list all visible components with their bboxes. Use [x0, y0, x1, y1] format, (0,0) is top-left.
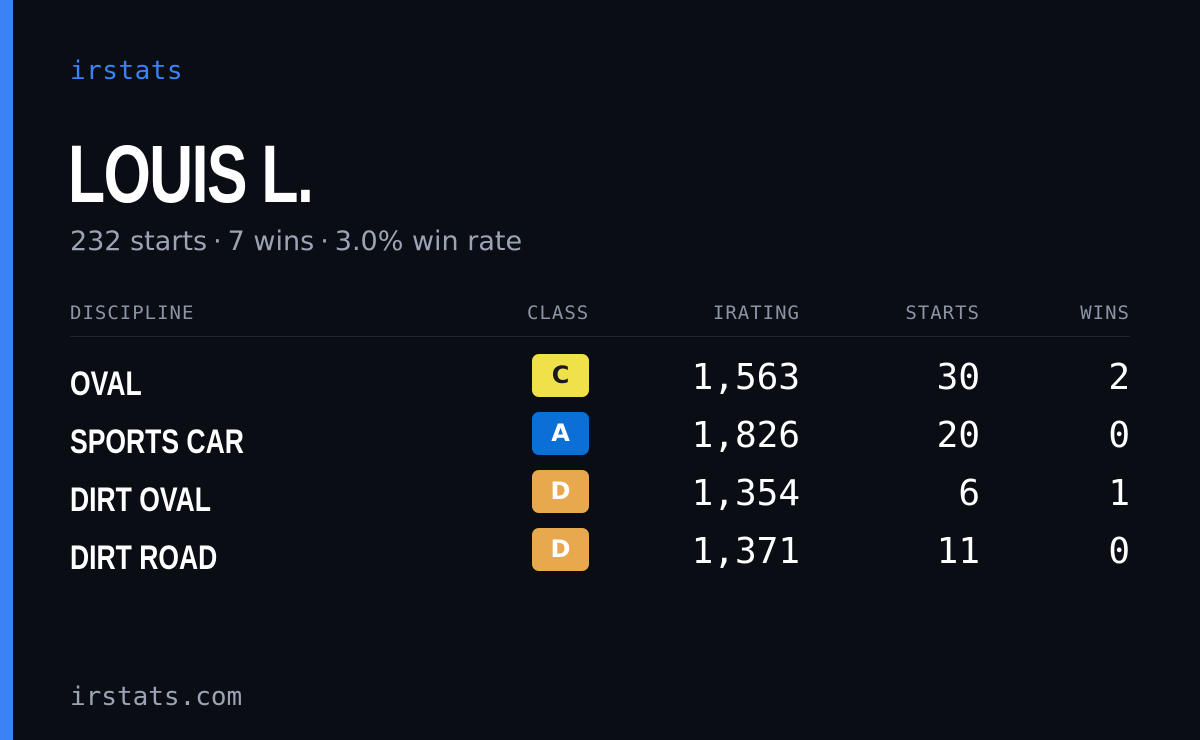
discipline-name: DIRT OVAL: [70, 481, 211, 519]
summary-separator: ·: [320, 226, 329, 257]
class-badge: D: [532, 470, 589, 513]
discipline-name: DIRT ROAD: [70, 539, 218, 577]
brand-logo: irstats: [70, 56, 184, 86]
wins-value: 1: [1108, 473, 1130, 514]
table-row: DIRT OVAL D 1,354 6 1: [0, 466, 1200, 524]
table-row: SPORTS CAR A 1,826 20 0: [0, 408, 1200, 466]
wins-value: 2: [1108, 357, 1130, 398]
table-row: DIRT ROAD D 1,371 11 0: [0, 524, 1200, 582]
column-header-starts: STARTS: [905, 302, 980, 324]
summary-starts: 232 starts: [70, 226, 208, 257]
discipline-name: OVAL: [70, 365, 142, 403]
column-header-discipline: DISCIPLINE: [70, 302, 195, 324]
column-header-irating: IRATING: [712, 302, 800, 324]
wins-value: 0: [1108, 415, 1130, 456]
table-row: OVAL C 1,563 30 2: [0, 350, 1200, 408]
accent-bar: [0, 0, 13, 740]
irating-value: 1,371: [691, 531, 800, 572]
starts-value: 20: [936, 415, 980, 456]
class-badge: C: [532, 354, 589, 397]
driver-summary: 232 starts · 7 wins · 3.0% win rate: [70, 226, 522, 257]
starts-value: 30: [936, 357, 980, 398]
column-header-class: CLASS: [527, 302, 590, 324]
header-divider: [70, 336, 1130, 337]
irating-value: 1,826: [691, 415, 800, 456]
summary-win-rate: 3.0% win rate: [334, 226, 523, 257]
irating-value: 1,563: [691, 357, 800, 398]
summary-wins: 7 wins: [227, 226, 315, 257]
class-badge: D: [532, 528, 589, 571]
summary-separator: ·: [213, 226, 222, 257]
starts-value: 11: [936, 531, 980, 572]
footer-url: irstats.com: [70, 682, 243, 712]
wins-value: 0: [1108, 531, 1130, 572]
driver-name: LOUIS L.: [68, 129, 314, 220]
class-badge: A: [532, 412, 589, 455]
irating-value: 1,354: [691, 473, 800, 514]
discipline-name: SPORTS CAR: [70, 423, 244, 461]
starts-value: 6: [958, 473, 980, 514]
column-header-wins: WINS: [1080, 302, 1130, 324]
